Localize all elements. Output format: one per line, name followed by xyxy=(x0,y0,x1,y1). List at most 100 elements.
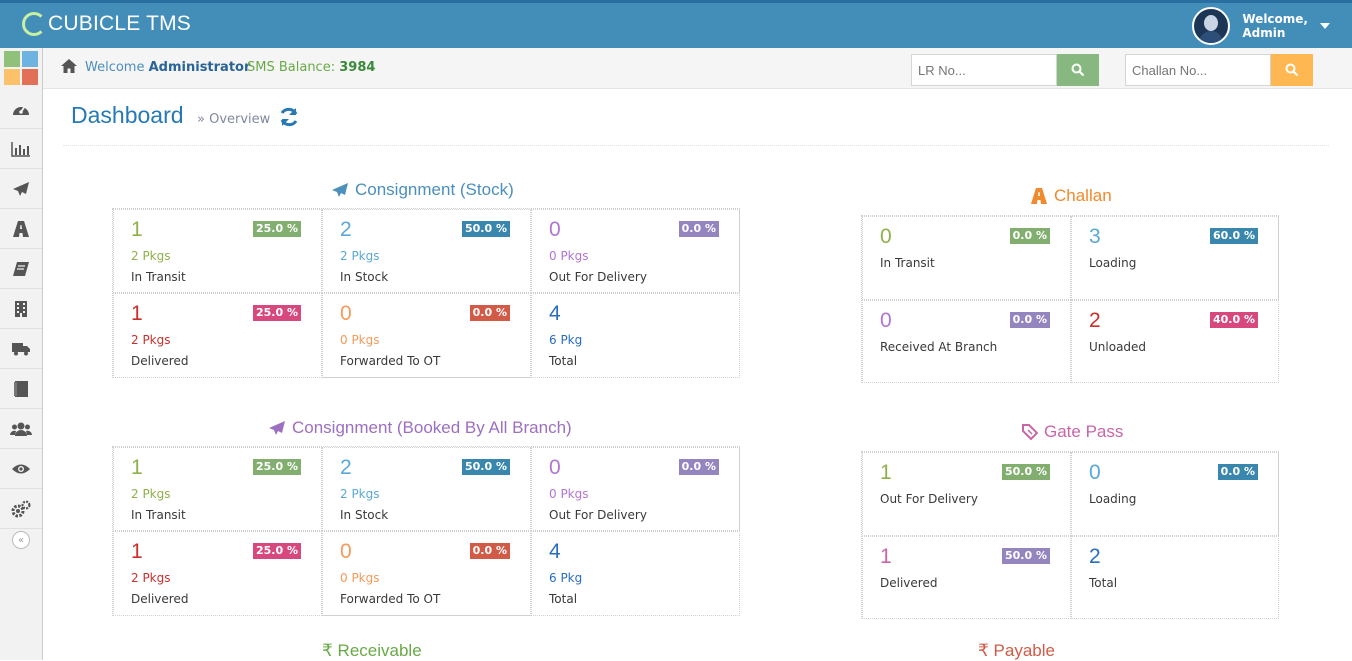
stat-count: 1 xyxy=(131,540,143,563)
sidebar-item-tracking[interactable] xyxy=(0,449,42,489)
stat-cell-loading[interactable]: 0 0.0 % Loading xyxy=(1071,452,1279,536)
stat-cell-delivered[interactable]: 1 50.0 % Delivered xyxy=(862,536,1071,619)
stat-count: 4 xyxy=(549,540,561,563)
cogs-icon xyxy=(11,499,31,517)
consignment-stock-title: Consignment (Stock) xyxy=(331,180,514,200)
stat-cell-total[interactable]: 2 Total xyxy=(1071,536,1279,619)
stat-cell-out-for-delivery[interactable]: 1 50.0 % Out For Delivery xyxy=(862,452,1071,536)
double-chevron-left-icon: « xyxy=(17,534,25,546)
sidebar-item-consignment[interactable] xyxy=(0,169,42,209)
home-icon[interactable] xyxy=(60,58,78,74)
sidebar-item-reports[interactable] xyxy=(0,129,42,169)
stat-percent-badge: 50.0 % xyxy=(462,459,510,475)
stat-pkgs: 2 Pkgs xyxy=(131,249,171,263)
sidebar-item-settings[interactable] xyxy=(0,489,42,529)
sidebar-item-users[interactable] xyxy=(0,409,42,449)
paper-plane-icon xyxy=(332,183,348,197)
stat-label: Out For Delivery xyxy=(549,270,647,284)
user-name: Admin xyxy=(1242,26,1286,40)
bar-chart-icon xyxy=(11,141,30,157)
stat-percent-badge: 0.0 % xyxy=(1009,228,1050,244)
lr-search-input[interactable] xyxy=(911,54,1057,86)
stat-label: Loading xyxy=(1089,256,1137,270)
sidebar-item-vehicle[interactable] xyxy=(0,329,42,369)
stat-cell-delivered[interactable]: 1 25.0 % 2 Pkgs Delivered xyxy=(113,293,322,378)
widget-title-text: Gate Pass xyxy=(1044,422,1124,441)
stat-cell-in-transit[interactable]: 1 25.0 % 2 Pkgs In Transit xyxy=(113,447,322,531)
stat-cell-out-for-delivery[interactable]: 0 0.0 % 0 Pkgs Out For Delivery xyxy=(531,447,740,531)
sms-balance: SMS Balance: 3984 xyxy=(247,60,375,75)
header-divider xyxy=(63,145,1329,146)
stat-count: 3 xyxy=(1089,225,1101,248)
stat-cell-unloaded[interactable]: 2 40.0 % Unloaded xyxy=(1071,300,1279,383)
stat-percent-badge: 0.0 % xyxy=(678,459,719,475)
stat-cell-out-for-delivery[interactable]: 0 0.0 % 0 Pkgs Out For Delivery xyxy=(531,209,740,293)
building-icon xyxy=(15,300,27,317)
stat-cell-forwarded-to-ot[interactable]: 0 0.0 % 0 Pkgs Forwarded To OT xyxy=(322,531,531,616)
stat-cell-in-stock[interactable]: 2 50.0 % 2 Pkgs In Stock xyxy=(322,447,531,531)
stat-cell-loading[interactable]: 3 60.0 % Loading xyxy=(1071,216,1279,300)
challan-search-button[interactable] xyxy=(1271,54,1313,86)
sms-value: 3984 xyxy=(339,60,376,75)
widget-title-text: Consignment (Booked By All Branch) xyxy=(292,418,572,437)
dashboard-icon xyxy=(13,105,29,115)
stat-label: In Transit xyxy=(131,508,186,522)
sidebar-collapse-button[interactable]: « xyxy=(12,531,30,549)
stat-cell-in-transit[interactable]: 0 0.0 % In Transit xyxy=(862,216,1071,300)
stat-count: 0 xyxy=(1089,461,1101,484)
stat-pkgs: 0 Pkgs xyxy=(549,249,589,263)
stat-label: Loading xyxy=(1089,492,1137,506)
stat-count: 1 xyxy=(880,461,892,484)
sidebar-item-ledger[interactable] xyxy=(0,369,42,409)
stat-cell-in-transit[interactable]: 1 25.0 % 2 Pkgs In Transit xyxy=(113,209,322,293)
stat-percent-badge: 60.0 % xyxy=(1210,228,1258,244)
stat-count: 2 xyxy=(340,218,352,241)
gate-pass-widget: 1 50.0 % Out For Delivery 0 0.0 % Loadin… xyxy=(861,451,1279,619)
stat-count: 1 xyxy=(131,218,143,241)
challan-title: Challan xyxy=(1030,186,1112,206)
challan-search-input[interactable] xyxy=(1125,54,1271,86)
sidebar-item-dashboard[interactable] xyxy=(0,89,42,129)
widget-title-text: Challan xyxy=(1054,186,1112,205)
stat-count: 1 xyxy=(131,302,143,325)
user-menu[interactable]: Welcome, Admin xyxy=(1192,5,1330,47)
stat-percent-badge: 0.0 % xyxy=(678,221,719,237)
stat-cell-received-at-branch[interactable]: 0 0.0 % Received At Branch xyxy=(862,300,1071,383)
consignment-all-title: Consignment (Booked By All Branch) xyxy=(268,418,572,438)
stat-cell-forwarded-to-ot[interactable]: 0 0.0 % 0 Pkgs Forwarded To OT xyxy=(322,293,531,378)
stat-label: Total xyxy=(1089,576,1118,590)
stat-pkgs: 2 Pkgs xyxy=(131,487,171,501)
stat-cell-delivered[interactable]: 1 25.0 % 2 Pkgs Delivered xyxy=(113,531,322,616)
stat-percent-badge: 0.0 % xyxy=(1217,464,1258,480)
page-title: Dashboard xyxy=(71,102,184,128)
top-navbar: CUBICLE TMS Welcome, Admin xyxy=(0,0,1352,48)
stat-pkgs: 6 Pkg xyxy=(549,333,583,347)
stat-pkgs: 2 Pkgs xyxy=(340,487,380,501)
lr-search-button[interactable] xyxy=(1057,54,1099,86)
stat-count: 0 xyxy=(549,218,561,241)
sidebar-item-book[interactable] xyxy=(0,249,42,289)
widget-title-text: ₹ Payable xyxy=(978,641,1055,660)
brand[interactable]: CUBICLE TMS xyxy=(22,12,191,36)
brand-logo-icon xyxy=(22,12,46,36)
stat-percent-badge: 25.0 % xyxy=(253,305,301,321)
stat-cell-total[interactable]: 4 6 Pkg Total xyxy=(531,293,740,378)
road-icon xyxy=(1031,188,1047,204)
challan-widget: 0 0.0 % In Transit 3 60.0 % Loading 0 0.… xyxy=(861,215,1279,383)
stat-label: Delivered xyxy=(880,576,938,590)
stat-pkgs: 2 Pkgs xyxy=(131,333,171,347)
sidebar-item-branch[interactable] xyxy=(0,289,42,329)
shortcuts-toggle[interactable] xyxy=(4,51,39,85)
stat-percent-badge: 25.0 % xyxy=(253,221,301,237)
stat-cell-in-stock[interactable]: 2 50.0 % 2 Pkgs In Stock xyxy=(322,209,531,293)
stat-pkgs: 6 Pkg xyxy=(549,571,583,585)
sidebar: « xyxy=(0,48,43,660)
stat-label: Unloaded xyxy=(1089,340,1147,354)
widget-title-text: ₹ Receivable xyxy=(322,641,422,660)
paper-plane-icon xyxy=(13,181,29,196)
refresh-icon[interactable] xyxy=(278,106,300,128)
sidebar-item-challan[interactable] xyxy=(0,209,42,249)
stat-pkgs: 0 Pkgs xyxy=(340,571,380,585)
caret-down-icon xyxy=(1320,23,1330,29)
stat-cell-total[interactable]: 4 6 Pkg Total xyxy=(531,531,740,616)
